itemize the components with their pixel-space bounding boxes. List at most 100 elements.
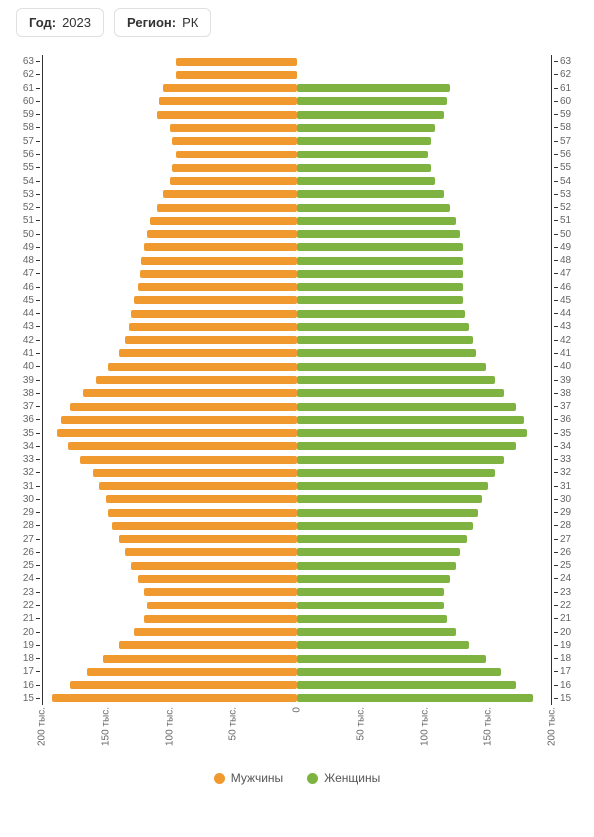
bar-row bbox=[42, 174, 552, 187]
y-tick-left: 42 bbox=[0, 334, 34, 347]
bar-men bbox=[172, 164, 297, 172]
bar-men bbox=[70, 681, 297, 689]
bar-women bbox=[297, 389, 504, 397]
bar-women bbox=[297, 177, 435, 185]
y-tick-left: 45 bbox=[0, 294, 34, 307]
bar-row bbox=[42, 55, 552, 68]
y-tick-right: 20 bbox=[560, 625, 594, 638]
y-tick-left: 30 bbox=[0, 493, 34, 506]
y-tick-left: 21 bbox=[0, 612, 34, 625]
bar-row bbox=[42, 68, 552, 81]
bar-row bbox=[42, 466, 552, 479]
bar-men bbox=[134, 628, 297, 636]
bar-row bbox=[42, 108, 552, 121]
bar-women bbox=[297, 562, 456, 570]
bar-row bbox=[42, 347, 552, 360]
bar-row bbox=[42, 135, 552, 148]
bar-men bbox=[131, 562, 297, 570]
bar-row bbox=[42, 440, 552, 453]
bar-men bbox=[80, 456, 297, 464]
bar-row bbox=[42, 201, 552, 214]
population-pyramid-chart: 6362616059585756555453525150494847464544… bbox=[0, 45, 594, 765]
y-tick-left: 40 bbox=[0, 360, 34, 373]
bar-men bbox=[125, 336, 297, 344]
x-axis: 200 тыс.150 тыс.100 тыс.50 тыс.050 тыс.1… bbox=[42, 707, 552, 765]
bar-women bbox=[297, 97, 447, 105]
y-tick-left: 59 bbox=[0, 108, 34, 121]
y-tick-left: 46 bbox=[0, 281, 34, 294]
y-tick-left: 50 bbox=[0, 227, 34, 240]
bar-row bbox=[42, 493, 552, 506]
legend-swatch-women bbox=[307, 773, 318, 784]
y-tick-left: 25 bbox=[0, 559, 34, 572]
bar-row bbox=[42, 254, 552, 267]
bar-row bbox=[42, 652, 552, 665]
y-tick-right: 59 bbox=[560, 108, 594, 121]
y-tick-right: 52 bbox=[560, 201, 594, 214]
y-tick-right: 60 bbox=[560, 95, 594, 108]
bar-row bbox=[42, 307, 552, 320]
y-tick-right: 57 bbox=[560, 135, 594, 148]
bar-men bbox=[99, 482, 297, 490]
x-tick: 0 bbox=[292, 707, 303, 713]
bar-women bbox=[297, 548, 460, 556]
bar-women bbox=[297, 509, 478, 517]
year-filter[interactable]: Год: 2023 bbox=[16, 8, 104, 37]
y-tick-left: 33 bbox=[0, 453, 34, 466]
bar-women bbox=[297, 363, 486, 371]
y-tick-left: 62 bbox=[0, 68, 34, 81]
bar-men bbox=[150, 217, 297, 225]
y-tick-left: 61 bbox=[0, 82, 34, 95]
bar-row bbox=[42, 426, 552, 439]
y-tick-right: 21 bbox=[560, 612, 594, 625]
y-tick-right: 36 bbox=[560, 413, 594, 426]
y-tick-right: 58 bbox=[560, 121, 594, 134]
bar-men bbox=[108, 363, 297, 371]
x-tick: 100 тыс. bbox=[164, 707, 175, 746]
y-tick-left: 37 bbox=[0, 400, 34, 413]
y-tick-left: 58 bbox=[0, 121, 34, 134]
bar-row bbox=[42, 413, 552, 426]
bar-men bbox=[176, 58, 297, 66]
y-tick-right: 46 bbox=[560, 281, 594, 294]
y-tick-right: 55 bbox=[560, 161, 594, 174]
bar-row bbox=[42, 360, 552, 373]
bar-women bbox=[297, 243, 463, 251]
bar-men bbox=[157, 204, 297, 212]
bar-row bbox=[42, 572, 552, 585]
bar-row bbox=[42, 267, 552, 280]
y-tick-left: 24 bbox=[0, 572, 34, 585]
bar-men bbox=[144, 588, 297, 596]
x-tick: 50 тыс. bbox=[228, 707, 239, 740]
x-tick: 150 тыс. bbox=[483, 707, 494, 746]
bar-women bbox=[297, 111, 444, 119]
y-tick-left: 32 bbox=[0, 466, 34, 479]
y-tick-right: 49 bbox=[560, 241, 594, 254]
y-tick-right: 53 bbox=[560, 188, 594, 201]
bar-women bbox=[297, 495, 482, 503]
legend-item-women: Женщины bbox=[307, 771, 380, 785]
bar-women bbox=[297, 283, 463, 291]
bar-row bbox=[42, 95, 552, 108]
bar-women bbox=[297, 522, 473, 530]
region-filter[interactable]: Регион: РК bbox=[114, 8, 211, 37]
bar-row bbox=[42, 373, 552, 386]
bar-women bbox=[297, 575, 450, 583]
bar-row bbox=[42, 546, 552, 559]
y-tick-left: 17 bbox=[0, 665, 34, 678]
y-tick-left: 23 bbox=[0, 586, 34, 599]
bar-men bbox=[119, 349, 298, 357]
y-tick-right: 25 bbox=[560, 559, 594, 572]
y-tick-left: 60 bbox=[0, 95, 34, 108]
y-tick-right: 54 bbox=[560, 174, 594, 187]
bar-women bbox=[297, 204, 450, 212]
bar-women bbox=[297, 456, 504, 464]
bar-row bbox=[42, 161, 552, 174]
bar-men bbox=[61, 416, 297, 424]
bar-men bbox=[134, 296, 297, 304]
y-tick-left: 52 bbox=[0, 201, 34, 214]
bar-row bbox=[42, 320, 552, 333]
region-filter-value: РК bbox=[182, 15, 198, 30]
y-tick-right: 43 bbox=[560, 320, 594, 333]
bar-women bbox=[297, 535, 467, 543]
